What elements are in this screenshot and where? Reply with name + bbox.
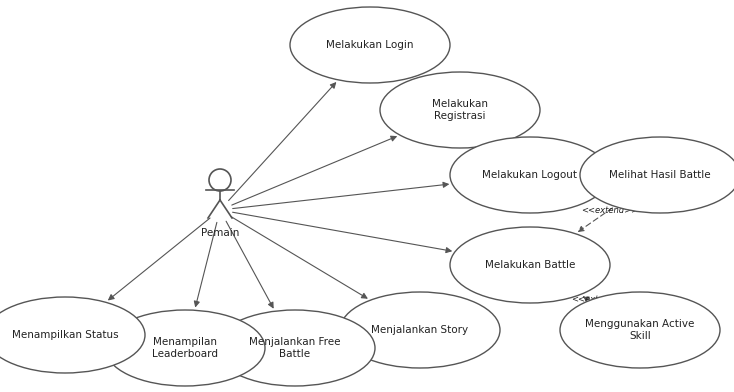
FancyArrowPatch shape [578, 208, 612, 231]
Text: Menggunakan Active
Skill: Menggunakan Active Skill [585, 319, 694, 341]
Ellipse shape [0, 297, 145, 373]
FancyArrowPatch shape [109, 218, 210, 300]
Ellipse shape [580, 137, 734, 213]
Ellipse shape [450, 227, 610, 303]
Text: Menjalankan Story: Menjalankan Story [371, 325, 468, 335]
Text: Melihat Hasil Battle: Melihat Hasil Battle [609, 170, 711, 180]
Text: Melakukan Logout: Melakukan Logout [482, 170, 578, 180]
Ellipse shape [215, 310, 375, 386]
FancyArrowPatch shape [226, 221, 273, 308]
Text: Menampilkan Status: Menampilkan Status [12, 330, 118, 340]
Ellipse shape [290, 7, 450, 83]
Text: Menjalankan Free
Battle: Menjalankan Free Battle [250, 337, 341, 359]
Text: Melakukan
Registrasi: Melakukan Registrasi [432, 99, 488, 121]
Text: Melakukan Login: Melakukan Login [326, 40, 414, 50]
FancyArrowPatch shape [232, 136, 396, 205]
Text: <<extend>>: <<extend>> [572, 296, 628, 305]
FancyArrowPatch shape [233, 182, 448, 209]
Ellipse shape [105, 310, 265, 386]
Text: Melakukan Battle: Melakukan Battle [485, 260, 575, 270]
FancyArrowPatch shape [233, 212, 451, 252]
Text: Pemain: Pemain [201, 228, 239, 238]
Ellipse shape [340, 292, 500, 368]
Text: <<extend>>: <<extend>> [581, 205, 639, 214]
FancyArrowPatch shape [231, 216, 367, 298]
Ellipse shape [450, 137, 610, 213]
Ellipse shape [560, 292, 720, 368]
FancyArrowPatch shape [584, 297, 589, 301]
FancyArrowPatch shape [195, 222, 217, 307]
Ellipse shape [380, 72, 540, 148]
FancyArrowPatch shape [228, 83, 335, 201]
Text: Menampilan
Leaderboard: Menampilan Leaderboard [152, 337, 218, 359]
